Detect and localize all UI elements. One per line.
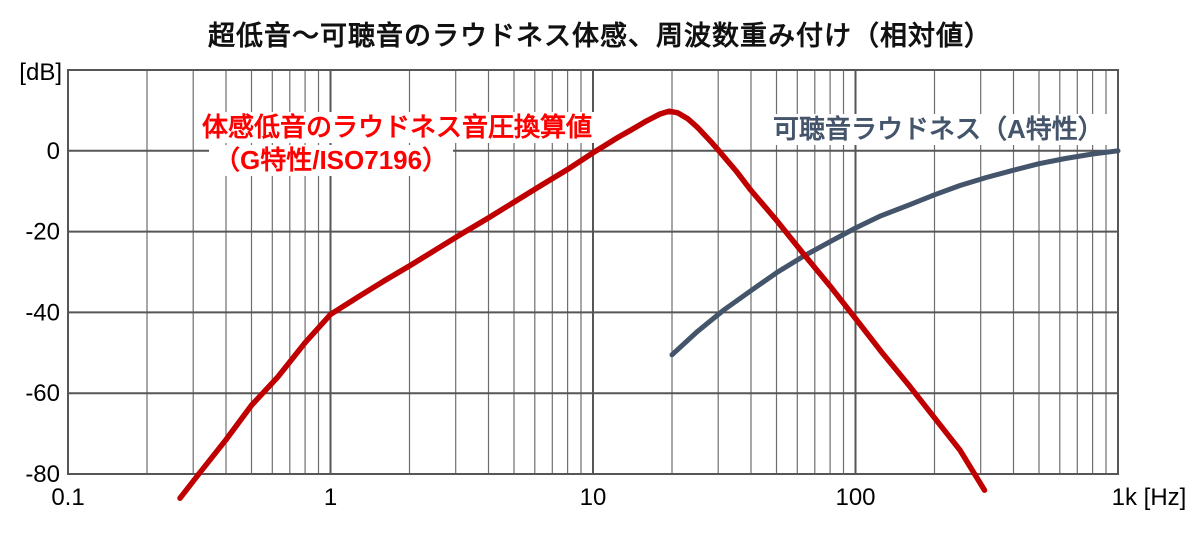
curve-a-weighting: [669, 148, 1121, 358]
y-axis-unit-label: [dB]: [19, 59, 62, 86]
x-axis-tick-label: 100: [835, 484, 875, 511]
x-axis-tick-label: 10: [580, 484, 607, 511]
y-axis-tick-label: 0: [47, 138, 60, 165]
x-axis-tick-label: 0.1: [51, 484, 84, 511]
x-axis-tick-label: 1k [Hz]: [1112, 484, 1187, 511]
x-axis-tick-label: 1: [324, 484, 337, 511]
plot-frame: [67, 69, 1119, 475]
series-label-g-line2: （G特性/ISO7196）: [209, 145, 454, 177]
series-label-g-weighting: 体感低音のラウドネス音圧換算値 （G特性/ISO7196）: [197, 112, 598, 177]
y-axis-tick-label: -60: [25, 380, 60, 407]
series-label-g-line1: 体感低音のラウドネス音圧換算値: [197, 112, 598, 144]
y-axis-tick-label: -80: [25, 461, 60, 488]
chart-title: 超低音～可聴音のラウドネス体感、周波数重み付け（相対値）: [208, 21, 992, 51]
series-label-a-line1: 可聴音ラウドネス（A特性）: [768, 114, 1109, 146]
y-axis-tick-label: -20: [25, 219, 60, 246]
series-label-a-weighting: 可聴音ラウドネス（A特性）: [768, 114, 1109, 146]
curve-g-weighting: [177, 108, 988, 501]
y-axis-tick-label: -40: [25, 299, 60, 326]
